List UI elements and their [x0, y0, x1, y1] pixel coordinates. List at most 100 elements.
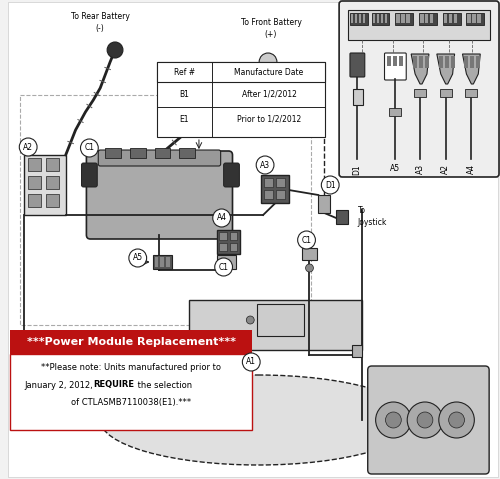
- Bar: [166, 257, 170, 267]
- FancyBboxPatch shape: [348, 10, 490, 40]
- Bar: [400, 56, 404, 66]
- Circle shape: [376, 402, 411, 438]
- FancyBboxPatch shape: [466, 13, 484, 25]
- Text: A4: A4: [467, 164, 476, 174]
- Bar: [363, 14, 366, 23]
- Circle shape: [259, 53, 277, 71]
- FancyBboxPatch shape: [384, 53, 406, 80]
- Bar: [130, 148, 146, 158]
- Bar: [216, 255, 236, 269]
- Circle shape: [256, 156, 274, 174]
- Bar: [444, 56, 448, 68]
- Text: the selection: the selection: [135, 380, 192, 389]
- Bar: [464, 56, 468, 68]
- FancyBboxPatch shape: [350, 53, 365, 77]
- Circle shape: [407, 402, 442, 438]
- Bar: [359, 14, 362, 23]
- Bar: [46, 158, 59, 171]
- FancyBboxPatch shape: [224, 163, 240, 187]
- Bar: [468, 14, 471, 23]
- Bar: [478, 14, 481, 23]
- Text: **Please note: Units manufactured prior to: **Please note: Units manufactured prior …: [42, 364, 222, 373]
- Text: of CTLASMB7110038(E1).***: of CTLASMB7110038(E1).***: [72, 398, 192, 407]
- Bar: [160, 257, 164, 267]
- Text: D1: D1: [325, 181, 336, 190]
- Bar: [105, 148, 121, 158]
- Bar: [454, 14, 457, 23]
- Bar: [264, 178, 273, 187]
- FancyBboxPatch shape: [396, 13, 413, 25]
- Circle shape: [448, 412, 464, 428]
- FancyBboxPatch shape: [353, 89, 363, 105]
- Text: A2: A2: [23, 142, 33, 151]
- FancyBboxPatch shape: [390, 108, 402, 116]
- Circle shape: [20, 138, 37, 156]
- Bar: [430, 14, 434, 23]
- Bar: [406, 14, 409, 23]
- Bar: [396, 14, 400, 23]
- Circle shape: [439, 402, 474, 438]
- Bar: [318, 195, 330, 213]
- Text: After 1/2/2012: After 1/2/2012: [242, 90, 296, 99]
- Bar: [154, 148, 170, 158]
- FancyBboxPatch shape: [419, 13, 437, 25]
- Circle shape: [298, 231, 316, 249]
- FancyBboxPatch shape: [440, 89, 452, 97]
- Bar: [261, 175, 289, 203]
- Text: A5: A5: [132, 253, 143, 262]
- Text: January 2, 2012,: January 2, 2012,: [24, 380, 96, 389]
- Circle shape: [306, 264, 314, 272]
- Bar: [472, 14, 476, 23]
- Bar: [218, 232, 226, 240]
- FancyBboxPatch shape: [442, 13, 460, 25]
- FancyBboxPatch shape: [82, 163, 98, 187]
- Bar: [384, 14, 387, 23]
- Circle shape: [322, 176, 339, 194]
- Bar: [419, 56, 423, 68]
- Text: E1: E1: [180, 114, 189, 124]
- Bar: [376, 14, 379, 23]
- Bar: [394, 56, 398, 66]
- Ellipse shape: [100, 375, 416, 465]
- Bar: [425, 14, 428, 23]
- Bar: [439, 56, 442, 68]
- Bar: [402, 14, 404, 23]
- Bar: [10, 330, 252, 354]
- Bar: [24, 155, 66, 215]
- Bar: [388, 56, 392, 66]
- Text: B1: B1: [179, 90, 189, 99]
- Bar: [46, 176, 59, 189]
- Text: To Rear Battery
(-): To Rear Battery (-): [71, 12, 130, 33]
- Bar: [302, 248, 318, 260]
- Bar: [28, 158, 41, 171]
- Bar: [28, 176, 41, 189]
- Text: A3: A3: [416, 164, 424, 174]
- Bar: [276, 190, 285, 199]
- Bar: [28, 194, 41, 207]
- Circle shape: [214, 258, 232, 276]
- Circle shape: [242, 353, 260, 371]
- Bar: [448, 14, 452, 23]
- Circle shape: [80, 139, 98, 157]
- Bar: [152, 255, 172, 269]
- Text: A4: A4: [216, 214, 226, 223]
- Text: Ref #: Ref #: [174, 68, 195, 77]
- Text: D1: D1: [352, 164, 362, 175]
- Bar: [450, 56, 454, 68]
- Bar: [276, 178, 285, 187]
- FancyBboxPatch shape: [414, 89, 426, 97]
- FancyBboxPatch shape: [368, 366, 489, 474]
- Bar: [380, 14, 383, 23]
- FancyBboxPatch shape: [189, 300, 362, 350]
- Text: To Front Battery
(+): To Front Battery (+): [240, 18, 302, 39]
- Text: To
Joystick: To Joystick: [358, 206, 387, 227]
- Bar: [158, 62, 326, 137]
- Text: Manufacture Date: Manufacture Date: [234, 68, 304, 77]
- FancyBboxPatch shape: [98, 150, 220, 166]
- Bar: [10, 354, 252, 430]
- Text: C1: C1: [302, 236, 312, 244]
- Text: ***Power Module Replacement***: ***Power Module Replacement***: [27, 337, 236, 347]
- Bar: [46, 194, 59, 207]
- Polygon shape: [411, 54, 429, 84]
- Bar: [230, 232, 237, 240]
